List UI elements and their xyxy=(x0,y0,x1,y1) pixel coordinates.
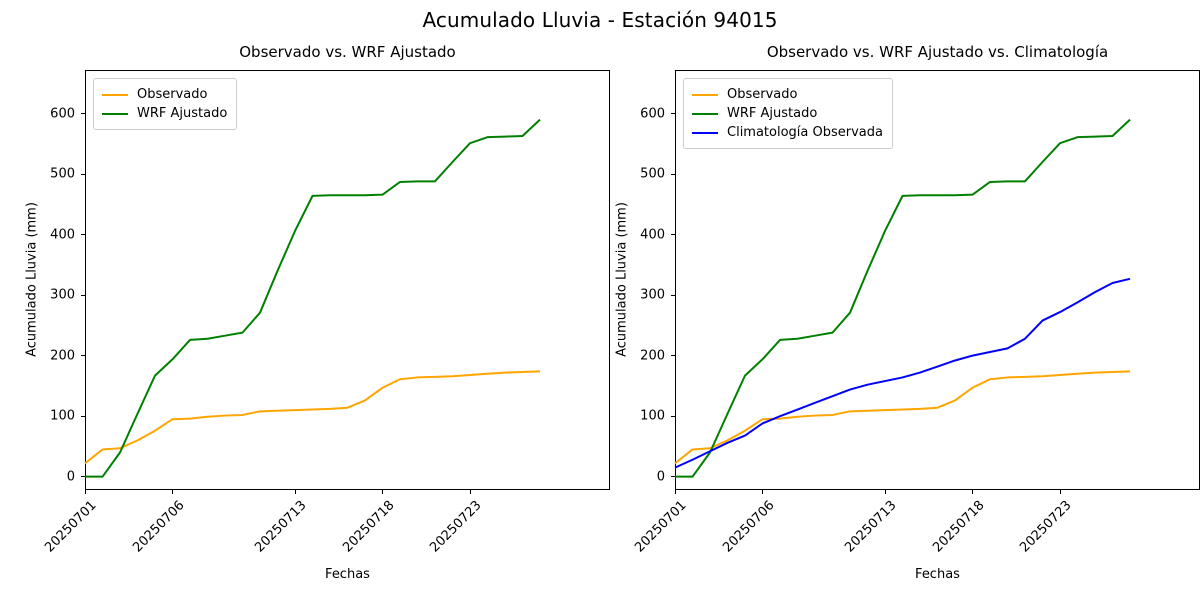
series-line-observado xyxy=(84,370,541,465)
x-tick-label: 20250713 xyxy=(842,498,900,556)
legend-label: WRF Ajustado xyxy=(137,105,228,121)
x-tick-label: 20250701 xyxy=(42,498,100,556)
x-tick-label: 20250713 xyxy=(252,498,310,556)
legend-entry[interactable]: Observado xyxy=(692,85,883,104)
y-axis-label-left: Acumulado Lluvia (mm) xyxy=(24,202,40,357)
y-tick-label: 500 xyxy=(640,166,665,182)
x-tick-mark xyxy=(294,490,296,494)
x-tick-label: 20250718 xyxy=(929,498,988,556)
y-tick-label: 600 xyxy=(640,106,665,122)
y-tick-mark xyxy=(671,294,675,296)
y-tick-mark xyxy=(81,415,85,417)
legend-label: Climatología Observada xyxy=(727,124,883,140)
chart-panel-left: Observado vs. WRF Ajustado Observado WRF … xyxy=(42,43,610,555)
y-tick-mark xyxy=(671,355,675,357)
y-tick-mark xyxy=(81,355,85,357)
series-line-observado xyxy=(674,370,1131,465)
legend-color-swatch xyxy=(102,93,128,96)
y-tick-label: 0 xyxy=(66,469,75,485)
x-tick-label: 20250706 xyxy=(129,498,188,556)
y-tick-mark xyxy=(81,294,85,296)
series-line-wrf-ajustado xyxy=(85,118,541,478)
y-tick-label: 600 xyxy=(50,106,75,122)
x-tick-label: 20250701 xyxy=(632,498,690,556)
legend-left[interactable]: Observado WRF Ajustado xyxy=(93,78,238,130)
y-tick-label: 0 xyxy=(656,469,665,485)
y-tick-label: 100 xyxy=(50,408,75,424)
y-tick-mark xyxy=(671,415,675,417)
x-tick-label: 20250723 xyxy=(427,498,485,556)
legend-label: WRF Ajustado xyxy=(727,105,818,121)
legend-entry[interactable]: Climatología Observada xyxy=(692,123,883,142)
y-tick-mark xyxy=(671,476,675,478)
x-tick-mark xyxy=(762,490,764,494)
y-tick-label: 200 xyxy=(640,348,665,364)
legend-label: Observado xyxy=(137,86,208,102)
legend-color-swatch xyxy=(692,112,718,115)
x-tick-mark xyxy=(972,490,974,494)
x-tick-mark xyxy=(172,490,174,494)
y-tick-mark xyxy=(671,173,675,175)
legend-color-swatch xyxy=(692,93,718,96)
series-line-wrf-ajustado xyxy=(675,118,1131,478)
y-tick-mark xyxy=(81,113,85,115)
x-tick-mark xyxy=(674,490,676,494)
legend-entry[interactable]: Observado xyxy=(102,85,227,104)
x-tick-mark xyxy=(884,490,886,494)
figure-suptitle: Acumulado Lluvia - Estación 94015 xyxy=(422,8,778,32)
legend-entry[interactable]: WRF Ajustado xyxy=(102,104,227,123)
x-tick-mark xyxy=(1059,490,1061,494)
y-tick-mark xyxy=(671,113,675,115)
panel-title-right: Observado vs. WRF Ajustado vs. Climatolo… xyxy=(766,43,1109,61)
y-tick-mark xyxy=(81,476,85,478)
x-tick-label: 20250706 xyxy=(719,498,778,556)
legend-color-swatch xyxy=(102,112,128,115)
x-tick-label: 20250723 xyxy=(1017,498,1075,556)
chart-panel-right: Observado vs. WRF Ajustado vs. Climatolo… xyxy=(632,43,1200,555)
y-tick-mark xyxy=(81,173,85,175)
y-tick-label: 200 xyxy=(50,348,75,364)
x-axis-label-right: Fechas xyxy=(915,567,960,582)
x-tick-label: 20250718 xyxy=(339,498,398,556)
x-tick-mark xyxy=(382,490,384,494)
y-tick-mark xyxy=(671,234,675,236)
y-tick-label: 300 xyxy=(640,287,665,303)
x-axis-label-left: Fechas xyxy=(325,567,370,582)
legend-label: Observado xyxy=(727,86,798,102)
y-tick-label: 500 xyxy=(50,166,75,182)
panel-title-left: Observado vs. WRF Ajustado xyxy=(239,43,456,61)
legend-color-swatch xyxy=(692,131,718,134)
y-tick-label: 300 xyxy=(50,287,75,303)
series-line-climatolog-a-observada xyxy=(674,277,1131,469)
series-layer-right xyxy=(674,118,1131,478)
y-tick-mark xyxy=(81,234,85,236)
legend-entry[interactable]: WRF Ajustado xyxy=(692,104,883,123)
x-tick-mark xyxy=(469,490,471,494)
y-tick-label: 400 xyxy=(640,227,665,243)
series-layer-left xyxy=(84,118,541,478)
y-axis-label-right: Acumulado Lluvia (mm) xyxy=(614,202,630,357)
y-tick-label: 400 xyxy=(50,227,75,243)
y-tick-label: 100 xyxy=(640,408,665,424)
legend-right[interactable]: Observado WRF Ajustado Climatología Observ… xyxy=(683,78,893,149)
x-tick-mark xyxy=(84,490,86,494)
